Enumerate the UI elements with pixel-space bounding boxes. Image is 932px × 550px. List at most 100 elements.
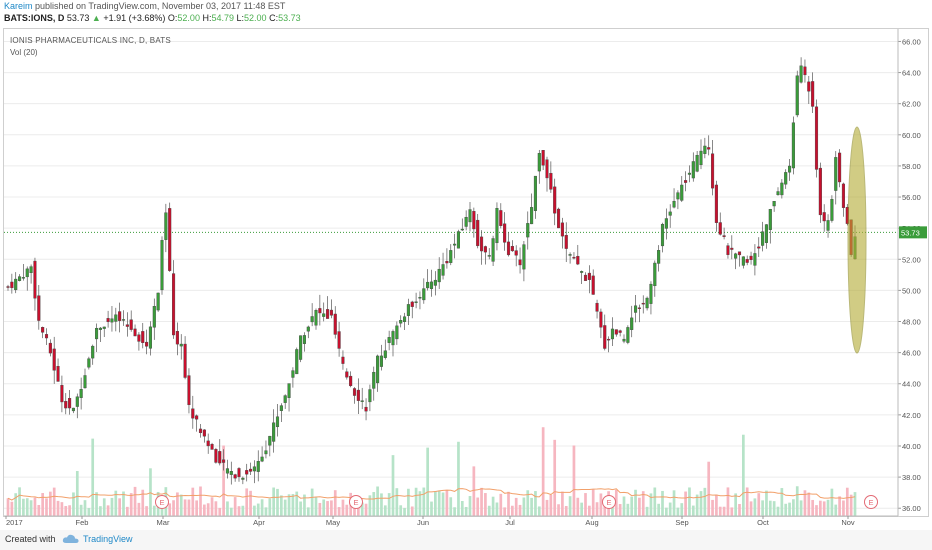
volume-pane [6, 427, 857, 516]
volume-bar [518, 504, 522, 516]
tradingview-brand[interactable]: TradingView [83, 534, 133, 544]
close-value: 53.73 [278, 13, 301, 23]
candle-body [514, 250, 518, 256]
volume-legend: Vol (20) [10, 48, 38, 57]
candle-body [360, 400, 364, 402]
volume-bar [576, 497, 580, 516]
x-tick-label: Jun [417, 518, 429, 527]
volume-bar [91, 438, 95, 516]
footer: Created with TradingView [0, 530, 932, 550]
candle-body [187, 375, 191, 406]
y-tick-label: 40.00 [902, 442, 921, 451]
volume-bar [757, 493, 761, 516]
volume-bar [268, 498, 272, 516]
volume-bar [480, 487, 483, 516]
candle-body [468, 209, 472, 223]
volume-bar [457, 441, 460, 516]
volume-bar [730, 507, 734, 516]
volume-bar [599, 493, 603, 516]
volume-bar [299, 501, 302, 516]
chart-legend-title: IONIS PHARMACEUTICALS INC, D, BATS [10, 36, 171, 45]
volume-bar [326, 501, 329, 516]
volume-bar [233, 497, 237, 516]
candle-body [333, 313, 337, 335]
volume-bar [549, 494, 553, 516]
volume-bar [414, 487, 418, 516]
candle-body [791, 122, 795, 169]
candle-body [341, 356, 345, 364]
x-tick-label: Jul [505, 518, 515, 527]
low-label: L: [236, 13, 245, 23]
candle-body [52, 348, 56, 371]
volume-bar [572, 445, 576, 516]
volume-bar [237, 506, 241, 516]
candle-body [225, 468, 229, 474]
volume-bar [399, 505, 403, 516]
candle-body [441, 264, 445, 276]
candle-body [737, 251, 742, 256]
candle-body [164, 212, 168, 240]
volume-bar [314, 496, 318, 516]
candle-body [272, 422, 276, 442]
volume-bar [187, 499, 191, 516]
volume-bar [503, 507, 506, 516]
candle-body [198, 428, 203, 434]
volume-bar [753, 498, 757, 516]
candle-body [98, 327, 102, 330]
y-tick-label: 42.00 [902, 411, 921, 420]
candle-body [314, 310, 318, 326]
volume-bar [564, 505, 568, 516]
candle-body [707, 147, 711, 150]
y-tick-label: 62.00 [902, 100, 921, 109]
volume-bar [722, 506, 726, 516]
volume-bar [241, 505, 245, 516]
candle-body [422, 288, 426, 301]
candle-body [395, 325, 399, 340]
candle-body [33, 260, 37, 299]
candle-body [18, 276, 22, 281]
volume-bar [372, 492, 376, 516]
volume-bar [807, 492, 811, 516]
volume-bar [511, 505, 514, 516]
volume-bar [364, 503, 368, 516]
candle-body [591, 275, 595, 295]
volume-bar [591, 489, 595, 516]
candle-body [745, 259, 749, 263]
volume-bar [522, 497, 526, 516]
candle-body [64, 401, 68, 409]
candle-body [175, 330, 179, 345]
earnings-marker [864, 495, 878, 509]
volume-bar [403, 507, 406, 516]
candle-body [772, 201, 776, 207]
candle-body [118, 311, 122, 321]
volume-bar [79, 504, 83, 516]
volume-bar [441, 492, 445, 516]
candle-body [803, 66, 807, 76]
y-tick-label: 44.00 [902, 380, 921, 389]
volume-bar [776, 506, 780, 516]
cloud-icon [62, 534, 79, 543]
author-link[interactable]: Kareim [4, 1, 33, 11]
volume-bar [699, 491, 703, 516]
candle-body [387, 337, 391, 343]
volume-bar [310, 488, 314, 516]
volume-bar [568, 496, 572, 516]
candle-body [499, 210, 503, 226]
volume-bar [711, 499, 714, 516]
candle-body [399, 319, 403, 324]
candle-body [657, 250, 661, 264]
candle-body [838, 152, 842, 183]
volume-bar [734, 493, 737, 516]
candle-body [141, 331, 145, 343]
candle-body [841, 183, 845, 208]
volume-bar [295, 491, 299, 516]
candle-body [406, 304, 410, 316]
candle-body [545, 159, 549, 179]
candle-body [741, 256, 745, 266]
candle-body [287, 383, 291, 398]
candles [6, 57, 857, 485]
candle-body [687, 172, 691, 175]
volume-bar [468, 496, 472, 516]
high-value: 54.79 [211, 13, 234, 23]
